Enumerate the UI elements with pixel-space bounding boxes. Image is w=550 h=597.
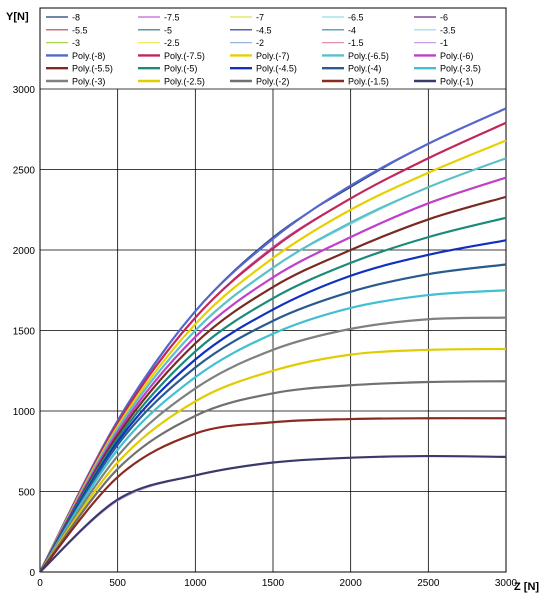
legend-label: -3.5 (440, 25, 456, 35)
series-line (39, 454, 507, 573)
legend-label: -2 (256, 38, 264, 48)
x-axis-title: Z [N] (514, 581, 539, 593)
legend-label: -2.5 (164, 38, 180, 48)
y-tick-label: 0 (29, 568, 35, 579)
series-line (39, 380, 507, 573)
y-tick-label: 500 (18, 488, 35, 499)
legend-label: Poly.(-5.5) (72, 64, 113, 74)
y-tick-label: 2000 (13, 246, 36, 257)
series-line (39, 157, 507, 573)
legend-label: -4 (348, 25, 356, 35)
y-tick-label: 2500 (13, 166, 36, 177)
series-line (39, 176, 507, 573)
legend-label: -5 (164, 25, 172, 35)
legend-label: -6 (440, 13, 448, 23)
legend-label: Poly.(-4.5) (256, 64, 297, 74)
series-line (39, 216, 507, 573)
legend-label: Poly.(-5) (164, 64, 197, 74)
legend-label: -1.5 (348, 38, 364, 48)
y-tick-label: 1000 (13, 407, 36, 418)
legend-label: -8 (72, 13, 80, 23)
legend-label: Poly.(-4) (348, 64, 381, 74)
series-line (39, 289, 507, 573)
legend-label: Poly.(-7.5) (164, 51, 205, 61)
legend-label: Poly.(-3.5) (440, 64, 481, 74)
legend-label: -5.5 (72, 25, 88, 35)
x-tick-label: 500 (109, 578, 126, 589)
legend-label: Poly.(-2.5) (164, 77, 205, 87)
grid (39, 88, 507, 573)
legend-label: -6.5 (348, 13, 364, 23)
legend-label: Poly.(-8) (72, 51, 105, 61)
x-tick-label: 1000 (184, 578, 207, 589)
legend-label: Poly.(-1) (440, 77, 473, 87)
legend-label: Poly.(-6.5) (348, 51, 389, 61)
x-tick-label: 1500 (262, 578, 285, 589)
ticks: 0 500 1000 1500 2000 2500 3000 0 500 1000 1500 2000… (13, 85, 518, 589)
series-line (39, 263, 507, 573)
x-tick-label: 2500 (417, 578, 440, 589)
legend-label: -1 (440, 38, 448, 48)
x-tick-label: 0 (37, 578, 43, 589)
legend-label: -3 (72, 38, 80, 48)
series-line (39, 139, 507, 573)
legend: -8 -7.5 -7 -6.5 -6 -5.5 -5 -4.5 -4 -3.5 -3 -2.5 -2 -1… (46, 13, 481, 87)
legend-label: Poly.(-7) (256, 51, 289, 61)
legend-label: -4.5 (256, 25, 272, 35)
series-line (39, 316, 507, 573)
series-line (39, 195, 507, 573)
legend-label: -7.5 (164, 13, 180, 23)
x-tick-label: 3000 (495, 578, 518, 589)
series-line (39, 417, 507, 573)
series-lines (39, 107, 507, 573)
legend-label: -7 (256, 13, 264, 23)
legend-label: Poly.(-3) (72, 77, 105, 87)
y-tick-label: 3000 (13, 85, 36, 96)
series-line (39, 347, 507, 573)
series-line (39, 121, 507, 573)
legend-label: Poly.(-6) (440, 51, 473, 61)
y-tick-label: 1500 (13, 327, 36, 338)
x-tick-label: 2000 (340, 578, 363, 589)
series-line (39, 239, 507, 573)
legend-label: Poly.(-1.5) (348, 77, 389, 87)
legend-label: Poly.(-2) (256, 77, 289, 87)
y-axis-title: Y[N] (6, 11, 29, 23)
